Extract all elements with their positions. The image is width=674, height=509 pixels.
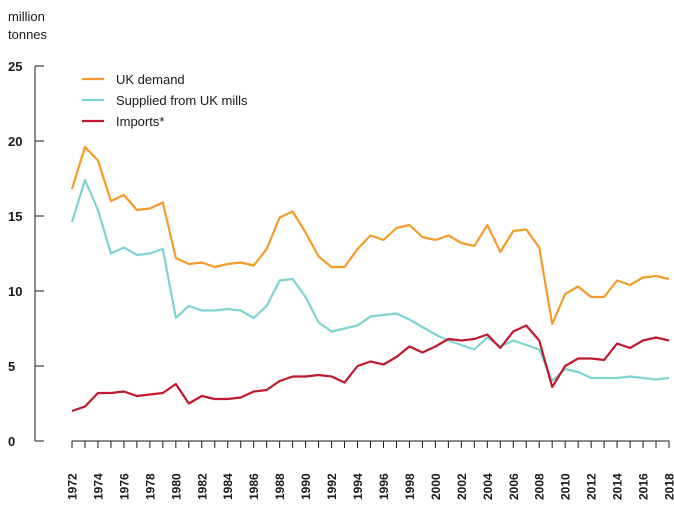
x-tick-label: 1980 bbox=[169, 473, 183, 500]
x-tick-label: 2016 bbox=[637, 473, 651, 500]
x-tick-label: 1986 bbox=[247, 473, 261, 500]
y-tick-label: 15 bbox=[8, 209, 22, 224]
x-tick-label: 1984 bbox=[221, 473, 235, 500]
x-tick-label: 1992 bbox=[325, 473, 339, 500]
x-tick-label: 1982 bbox=[195, 473, 209, 500]
x-tick-label: 2006 bbox=[507, 473, 521, 500]
x-tick-label: 2012 bbox=[585, 473, 599, 500]
y-tick-label: 0 bbox=[8, 434, 15, 449]
x-axis: 1972 1974 1976 1978 1980 1982 1984 1986 1988 1990… bbox=[66, 440, 674, 500]
x-tick-label: 2014 bbox=[611, 473, 625, 500]
x-tick-label: 1978 bbox=[143, 473, 157, 500]
y-axis-label-line2: tonnes bbox=[8, 27, 48, 42]
x-tick-label: 1988 bbox=[273, 473, 287, 500]
y-tick-label: 5 bbox=[8, 359, 15, 374]
x-tick-label: 1976 bbox=[117, 473, 131, 500]
legend-label: Supplied from UK mills bbox=[116, 93, 248, 108]
y-axis: 0 5 10 15 20 25 bbox=[8, 59, 44, 449]
x-tick-label: 2010 bbox=[559, 473, 573, 500]
y-axis-label-line1: million bbox=[8, 9, 45, 24]
y-tick-label: 10 bbox=[8, 284, 22, 299]
x-tick-label: 2018 bbox=[663, 473, 674, 500]
x-tick-label: 2000 bbox=[429, 473, 443, 500]
legend: UK demand Supplied from UK mills Imports* bbox=[82, 72, 248, 129]
y-tick-label: 25 bbox=[8, 59, 22, 74]
x-tick-label: 1974 bbox=[91, 473, 105, 500]
x-tick-label: 1996 bbox=[377, 473, 391, 500]
x-tick-label: 1994 bbox=[351, 473, 365, 500]
x-tick-label: 1990 bbox=[299, 473, 313, 500]
x-tick-label: 1998 bbox=[403, 473, 417, 500]
x-tick-label: 2008 bbox=[533, 473, 547, 500]
y-tick-label: 20 bbox=[8, 134, 22, 149]
x-tick-label: 2002 bbox=[455, 473, 469, 500]
series-line-1 bbox=[70, 178, 670, 383]
legend-label: UK demand bbox=[116, 72, 185, 87]
series-line-2 bbox=[71, 324, 670, 413]
legend-label: Imports* bbox=[116, 114, 164, 129]
series-line-0 bbox=[70, 145, 670, 326]
x-tick-label: 2004 bbox=[481, 473, 495, 500]
x-tick-label: 1972 bbox=[66, 473, 80, 500]
series-lines bbox=[70, 145, 670, 413]
